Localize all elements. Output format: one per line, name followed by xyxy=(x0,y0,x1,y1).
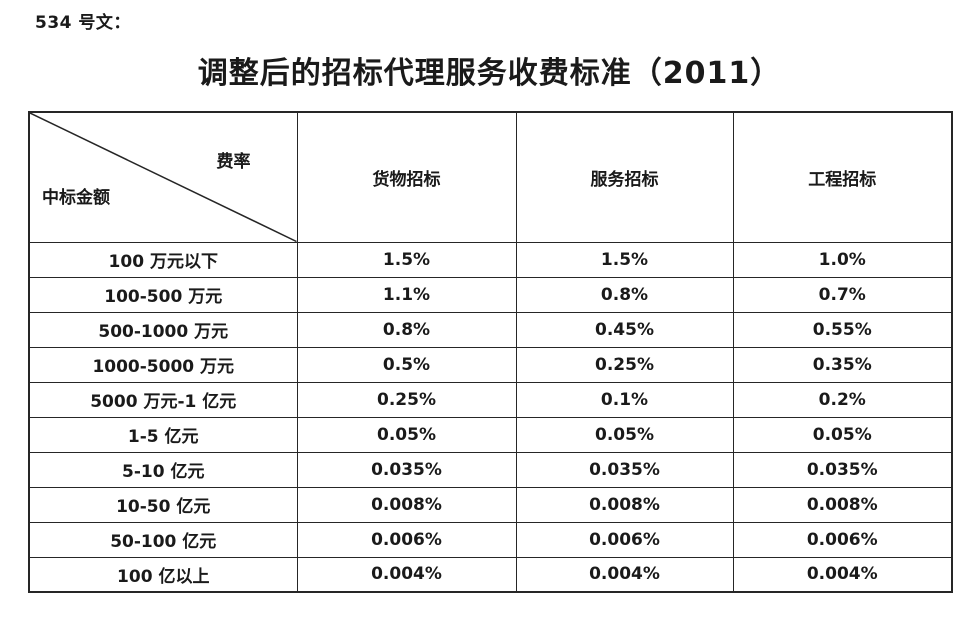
corner-label-amount: 中标金额 xyxy=(42,187,110,208)
rate-cell: 0.8% xyxy=(296,311,517,348)
rate-cell: 0.035% xyxy=(296,451,517,488)
rate-cell: 0.1% xyxy=(515,381,734,418)
rate-cell: 0.45% xyxy=(515,311,734,348)
rate-cell: 0.35% xyxy=(732,346,953,383)
diagonal-header-cell: 费率 中标金额 xyxy=(28,111,298,243)
row-label: 1000-5000 万元 xyxy=(28,346,298,383)
row-label: 5000 万元-1 亿元 xyxy=(28,381,298,418)
row-label: 10-50 亿元 xyxy=(28,486,298,523)
rate-cell: 0.004% xyxy=(296,556,517,593)
table-header-row: 费率 中标金额 货物招标 服务招标 工程招标 xyxy=(28,111,953,243)
diagonal-divider-line xyxy=(30,113,297,242)
rate-cell: 0.55% xyxy=(732,311,953,348)
rate-cell: 0.035% xyxy=(732,451,953,488)
row-label: 5-10 亿元 xyxy=(28,451,298,488)
table-row: 100 亿以上 0.004% 0.004% 0.004% xyxy=(28,556,953,593)
row-label: 100 万元以下 xyxy=(28,241,298,278)
rate-cell: 0.05% xyxy=(732,416,953,453)
rate-cell: 0.008% xyxy=(515,486,734,523)
rate-cell: 0.006% xyxy=(296,521,517,558)
table-row: 50-100 亿元 0.006% 0.006% 0.006% xyxy=(28,521,953,558)
row-label: 50-100 亿元 xyxy=(28,521,298,558)
table-row: 10-50 亿元 0.008% 0.008% 0.008% xyxy=(28,486,953,523)
page-title: 调整后的招标代理服务收费标准（2011） xyxy=(197,56,782,91)
fee-rate-table: 费率 中标金额 货物招标 服务招标 工程招标 100 万元以下 1.5% 1.5… xyxy=(28,111,953,593)
table-row: 5-10 亿元 0.035% 0.035% 0.035% xyxy=(28,451,953,488)
rate-cell: 0.006% xyxy=(732,521,953,558)
rate-cell: 0.008% xyxy=(732,486,953,523)
row-label: 1-5 亿元 xyxy=(28,416,298,453)
table-row: 100 万元以下 1.5% 1.5% 1.0% xyxy=(28,241,953,278)
rate-cell: 1.1% xyxy=(296,276,517,313)
table-row: 100-500 万元 1.1% 0.8% 0.7% xyxy=(28,276,953,313)
rate-cell: 0.25% xyxy=(296,381,517,418)
rate-cell: 0.05% xyxy=(296,416,517,453)
rate-cell: 0.035% xyxy=(515,451,734,488)
rate-cell: 0.7% xyxy=(732,276,953,313)
column-header-engineering: 工程招标 xyxy=(732,111,953,243)
table-row: 500-1000 万元 0.8% 0.45% 0.55% xyxy=(28,311,953,348)
column-header-goods: 货物招标 xyxy=(296,111,517,243)
rate-cell: 1.0% xyxy=(732,241,953,278)
rate-cell: 0.008% xyxy=(296,486,517,523)
row-label: 100 亿以上 xyxy=(28,556,298,593)
table-row: 1000-5000 万元 0.5% 0.25% 0.35% xyxy=(28,346,953,383)
table-row: 5000 万元-1 亿元 0.25% 0.1% 0.2% xyxy=(28,381,953,418)
table-row: 1-5 亿元 0.05% 0.05% 0.05% xyxy=(28,416,953,453)
rate-cell: 0.05% xyxy=(515,416,734,453)
column-header-services: 服务招标 xyxy=(515,111,734,243)
rate-cell: 0.004% xyxy=(732,556,953,593)
rate-cell: 0.5% xyxy=(296,346,517,383)
corner-label-rate: 费率 xyxy=(216,152,251,172)
rate-cell: 0.8% xyxy=(515,276,734,313)
rate-cell: 0.2% xyxy=(732,381,953,418)
rate-cell: 0.006% xyxy=(515,521,734,558)
row-label: 100-500 万元 xyxy=(28,276,298,313)
rate-cell: 0.004% xyxy=(515,556,734,593)
rate-cell: 1.5% xyxy=(515,241,734,278)
rate-cell: 1.5% xyxy=(296,241,517,278)
rate-cell: 0.25% xyxy=(515,346,734,383)
row-label: 500-1000 万元 xyxy=(28,311,298,348)
doc-ref-label: 534 号文： xyxy=(35,13,131,33)
